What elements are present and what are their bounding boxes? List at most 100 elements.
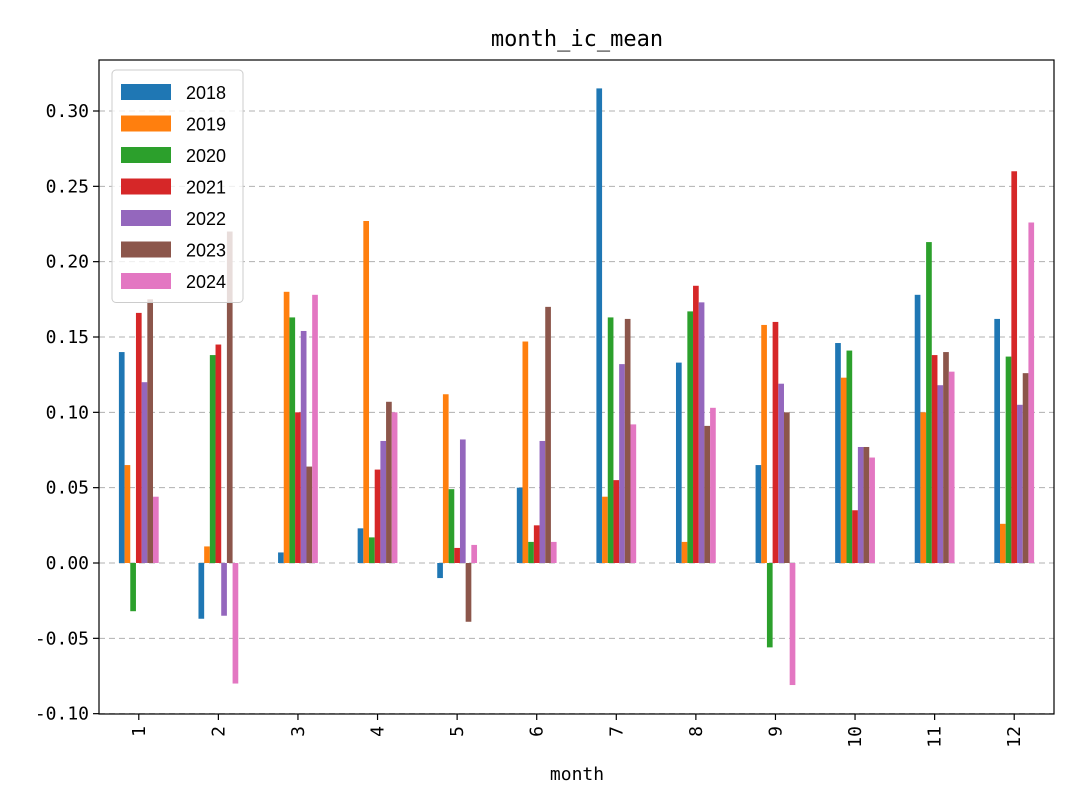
bar-2021-month-2 [215, 344, 222, 563]
bar-2021-month-7 [613, 480, 620, 563]
bar-2018-month-1 [118, 352, 125, 563]
x-tick-label: 9 [765, 726, 786, 737]
bar-2024-month-2 [232, 563, 239, 684]
x-tick-label: 10 [845, 726, 866, 748]
bar-2019-month-8 [681, 541, 688, 563]
bar-2019-month-7 [602, 496, 608, 563]
legend-label-2018: 2018 [186, 83, 226, 103]
bar-2021-month-4 [374, 469, 381, 563]
bar-2023-month-4 [386, 401, 392, 563]
bar-2019-month-5 [442, 394, 449, 563]
y-tick-label: 0.05 [46, 478, 89, 499]
bar-2023-month-9 [783, 412, 790, 563]
bar-2018-month-3 [278, 552, 284, 563]
bar-2018-month-6 [516, 487, 523, 563]
bar-2023-month-5 [465, 563, 472, 622]
bar-2018-month-11 [914, 294, 921, 563]
bar-2022-month-2 [221, 563, 227, 616]
legend-swatch-2019 [121, 115, 171, 132]
legend-swatch-2020 [121, 147, 171, 163]
bar-2024-month-12 [1028, 222, 1035, 563]
x-tick-label: 4 [368, 726, 389, 737]
bar-2018-month-8 [675, 362, 682, 563]
bar-2018-month-12 [994, 318, 1000, 563]
bar-2021-month-5 [454, 547, 460, 563]
bar-2020-month-2 [209, 355, 216, 563]
bar-2022-month-10 [857, 446, 864, 563]
bar-2020-month-1 [130, 563, 136, 612]
bar-2023-month-10 [863, 446, 870, 563]
y-tick-label: -0.05 [35, 628, 89, 649]
bar-2019-month-12 [999, 523, 1006, 563]
x-tick-label: 2 [208, 726, 229, 737]
legend-swatch-2018 [121, 84, 171, 100]
legend-swatch-2023 [121, 241, 171, 258]
y-axis: -0.10 -0.05 0.00 0.05 0.10 0.15 0.20 0.25 0.30 [35, 101, 99, 725]
x-tick-label: 8 [686, 726, 707, 737]
y-tick-label: 0.20 [46, 252, 89, 273]
bar-2022-month-8 [698, 302, 705, 563]
x-tick-label: 6 [527, 726, 548, 737]
bar-2023-month-2 [226, 231, 233, 564]
bar-2023-month-12 [1022, 373, 1029, 563]
bar-2021-month-8 [693, 285, 699, 563]
bar-2020-month-8 [687, 311, 694, 563]
x-tick-label: 5 [447, 726, 468, 737]
bar-2020-month-6 [528, 541, 534, 563]
plot-area-frame [98, 59, 1055, 715]
bar-2021-month-9 [772, 321, 779, 563]
bar-2018-month-4 [357, 528, 364, 563]
legend-label-2022: 2022 [186, 209, 226, 229]
bar-2022-month-9 [778, 383, 784, 563]
bar-2022-month-3 [300, 330, 307, 563]
legend-swatch-2022 [121, 210, 171, 226]
bar-2023-month-6 [545, 306, 551, 563]
bar-2024-month-11 [948, 371, 955, 563]
bar-2024-month-6 [550, 541, 557, 563]
bar-2021-month-3 [295, 412, 301, 563]
bar-2023-month-7 [624, 318, 631, 563]
bar-2020-month-11 [926, 242, 932, 563]
bar-2020-month-10 [846, 350, 853, 563]
legend-swatch-2021 [121, 178, 171, 195]
bar-2020-month-12 [1005, 356, 1012, 563]
bars [118, 88, 1035, 686]
bar-2022-month-5 [459, 439, 466, 563]
bar-2022-month-1 [141, 382, 148, 563]
bar-2019-month-10 [840, 377, 847, 563]
y-tick-label: -0.10 [35, 704, 89, 725]
x-tick-label: 7 [606, 726, 627, 737]
bar-2024-month-10 [869, 457, 875, 563]
bar-2024-month-8 [710, 407, 716, 563]
bar-2024-month-3 [312, 294, 318, 563]
bar-2018-month-7 [596, 88, 603, 564]
x-tick-label: 12 [1004, 726, 1025, 748]
y-tick-label: 0.30 [46, 101, 89, 122]
bar-2019-month-4 [363, 220, 370, 563]
bar-2018-month-5 [437, 563, 443, 579]
bar-2024-month-4 [391, 412, 398, 563]
bar-2021-month-12 [1011, 171, 1018, 563]
bar-2019-month-3 [283, 291, 290, 563]
bar-2022-month-11 [937, 385, 944, 563]
bar-2024-month-5 [471, 544, 478, 563]
bar-2022-month-4 [380, 440, 387, 563]
x-tick-label: 3 [288, 726, 309, 737]
legend-swatch-2024 [121, 273, 171, 289]
bar-2020-month-4 [369, 537, 375, 563]
bar-2023-month-3 [306, 466, 313, 563]
bar-2022-month-6 [539, 440, 546, 563]
x-tick-label: 11 [925, 726, 946, 748]
y-tick-label: 0.25 [46, 176, 89, 197]
bar-2022-month-7 [619, 364, 625, 563]
bar-2019-month-11 [920, 412, 927, 563]
bar-2021-month-1 [135, 312, 142, 563]
bar-2020-month-3 [289, 317, 296, 563]
x-axis: 1 2 3 4 5 6 7 8 9 10 11 12 [129, 714, 1025, 748]
bar-2020-month-5 [448, 489, 455, 563]
bar-2018-month-10 [835, 343, 841, 563]
bar-2024-month-7 [630, 424, 637, 563]
bar-2024-month-9 [789, 563, 796, 686]
y-tick-label: 0.15 [46, 327, 89, 348]
